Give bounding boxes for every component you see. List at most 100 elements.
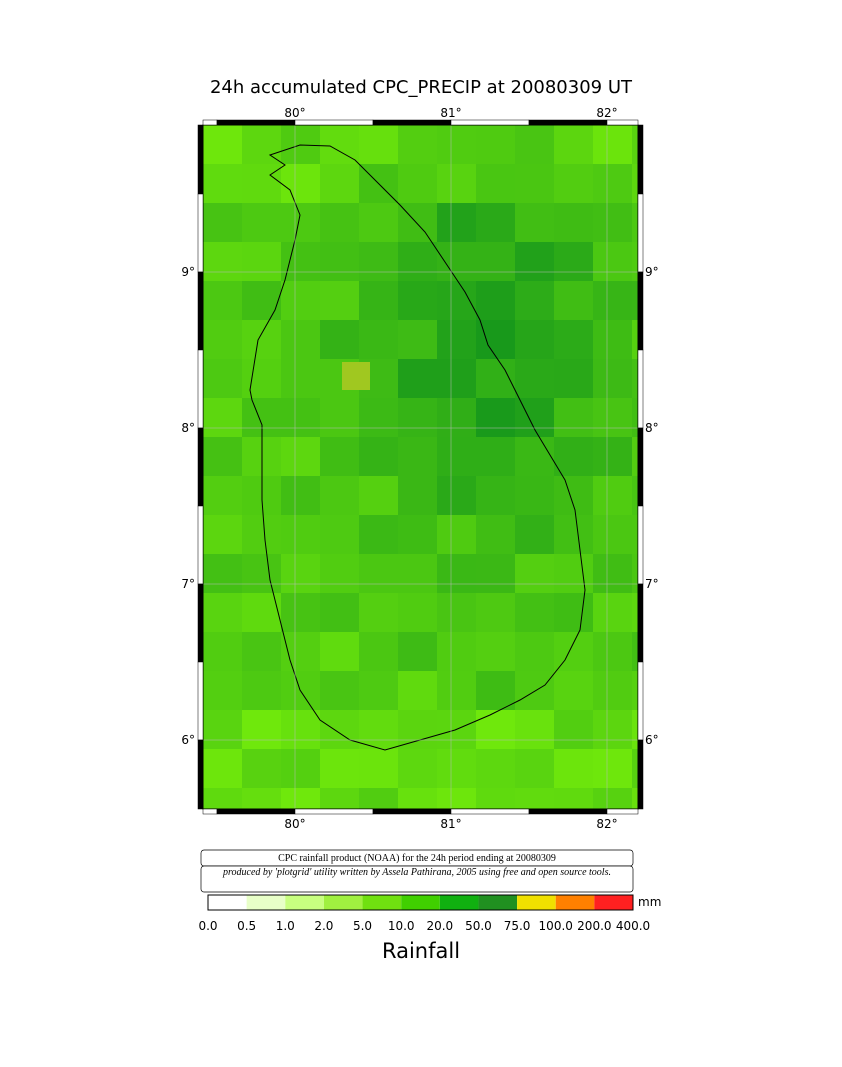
rain-cell <box>632 359 638 398</box>
colorbar-title: Rainfall <box>382 939 460 963</box>
rain-cell <box>359 593 398 632</box>
rain-cell <box>359 320 398 359</box>
rain-cell <box>476 203 515 242</box>
rain-cell <box>281 710 320 749</box>
rain-cell <box>320 593 359 632</box>
rain-cell <box>476 281 515 320</box>
rain-cell <box>437 554 476 593</box>
rain-cell <box>359 281 398 320</box>
rain-cell <box>398 242 437 281</box>
rain-cell <box>342 362 370 390</box>
frame-band <box>637 124 644 195</box>
frame-band <box>197 661 204 741</box>
rain-cell <box>593 749 632 788</box>
rain-cell <box>437 788 476 809</box>
rain-cell <box>242 632 281 671</box>
rain-cell <box>281 515 320 554</box>
rain-cell <box>632 710 638 749</box>
lat-label: 8° <box>181 421 195 435</box>
rain-cell <box>632 515 638 554</box>
rain-cell <box>515 242 554 281</box>
lat-label: 8° <box>645 421 659 435</box>
rain-cell <box>437 476 476 515</box>
colorbar-label: 50.0 <box>465 919 492 933</box>
rain-cell <box>398 476 437 515</box>
rain-cell <box>437 749 476 788</box>
rain-cell <box>515 281 554 320</box>
frame-band <box>450 808 530 815</box>
rain-cell <box>632 593 638 632</box>
frame-band <box>197 583 204 663</box>
rain-cell <box>359 437 398 476</box>
rain-cell <box>593 515 632 554</box>
credit: produced by 'plotgrid' utility written b… <box>223 867 611 878</box>
rain-cell <box>242 710 281 749</box>
rain-cell <box>476 671 515 710</box>
rain-cell <box>476 125 515 164</box>
rain-cell <box>554 203 593 242</box>
frame-band <box>294 119 374 126</box>
rain-cell <box>242 749 281 788</box>
credit-text: produced by 'plotgrid' utility written b… <box>223 867 611 878</box>
rain-cell <box>242 164 281 203</box>
frame-band <box>372 119 452 126</box>
rain-cell <box>476 164 515 203</box>
frame-band <box>450 119 530 126</box>
rain-cell <box>398 164 437 203</box>
frame-band <box>637 661 644 741</box>
rain-cell <box>593 164 632 203</box>
rain-cell <box>593 125 632 164</box>
frame-band <box>372 808 452 815</box>
rain-cell <box>515 593 554 632</box>
rain-cell <box>437 593 476 632</box>
rain-cell <box>515 398 554 437</box>
rain-cell <box>593 359 632 398</box>
rain-cell <box>359 554 398 593</box>
rain-cell <box>632 320 638 359</box>
rain-cell <box>554 554 593 593</box>
rain-cell <box>398 749 437 788</box>
rain-cell <box>593 476 632 515</box>
colorbar: 0.0 0.5 1.0 2.0 5.0 10.0 20.0 50.0 75.0 100.0 200.… <box>198 894 650 933</box>
frame-band <box>197 349 204 429</box>
lat-label: 6° <box>645 733 659 747</box>
colorbar-segment <box>555 895 595 910</box>
rain-cell <box>281 164 320 203</box>
colorbar-segment <box>323 895 363 910</box>
rain-cell <box>359 125 398 164</box>
colorbar-segment <box>439 895 479 910</box>
rain-cell <box>242 515 281 554</box>
rain-cell <box>320 554 359 593</box>
frame-band <box>202 808 218 815</box>
rain-cell <box>554 632 593 671</box>
rain-cell <box>398 671 437 710</box>
rain-cell <box>359 203 398 242</box>
rain-cell <box>515 515 554 554</box>
frame-band <box>202 119 218 126</box>
rain-cell <box>515 710 554 749</box>
lat-label: 7° <box>181 577 195 591</box>
colorbar-label: 75.0 <box>504 919 531 933</box>
colorbar-segment <box>517 895 556 910</box>
rain-cell <box>320 671 359 710</box>
lon-label: 81° <box>440 106 461 120</box>
rain-cell <box>398 320 437 359</box>
rain-cell <box>632 437 638 476</box>
rain-cell <box>398 710 437 749</box>
rain-cell <box>437 632 476 671</box>
rain-cell <box>632 554 638 593</box>
rain-cell <box>593 398 632 437</box>
colorbar-label: 0.5 <box>237 919 256 933</box>
rain-cell <box>476 359 515 398</box>
rain-cell <box>359 788 398 809</box>
frame-band <box>528 119 608 126</box>
frame-band <box>528 808 608 815</box>
rain-cell <box>515 164 554 203</box>
colorbar-label: 200.0 <box>577 919 611 933</box>
map-title: 24h accumulated CPC_PRECIP at 20080309 U… <box>210 77 633 98</box>
rain-cell <box>242 788 281 809</box>
frame-band <box>197 505 204 585</box>
rain-cell <box>593 710 632 749</box>
rain-cell <box>554 125 593 164</box>
rain-cell <box>632 203 638 242</box>
